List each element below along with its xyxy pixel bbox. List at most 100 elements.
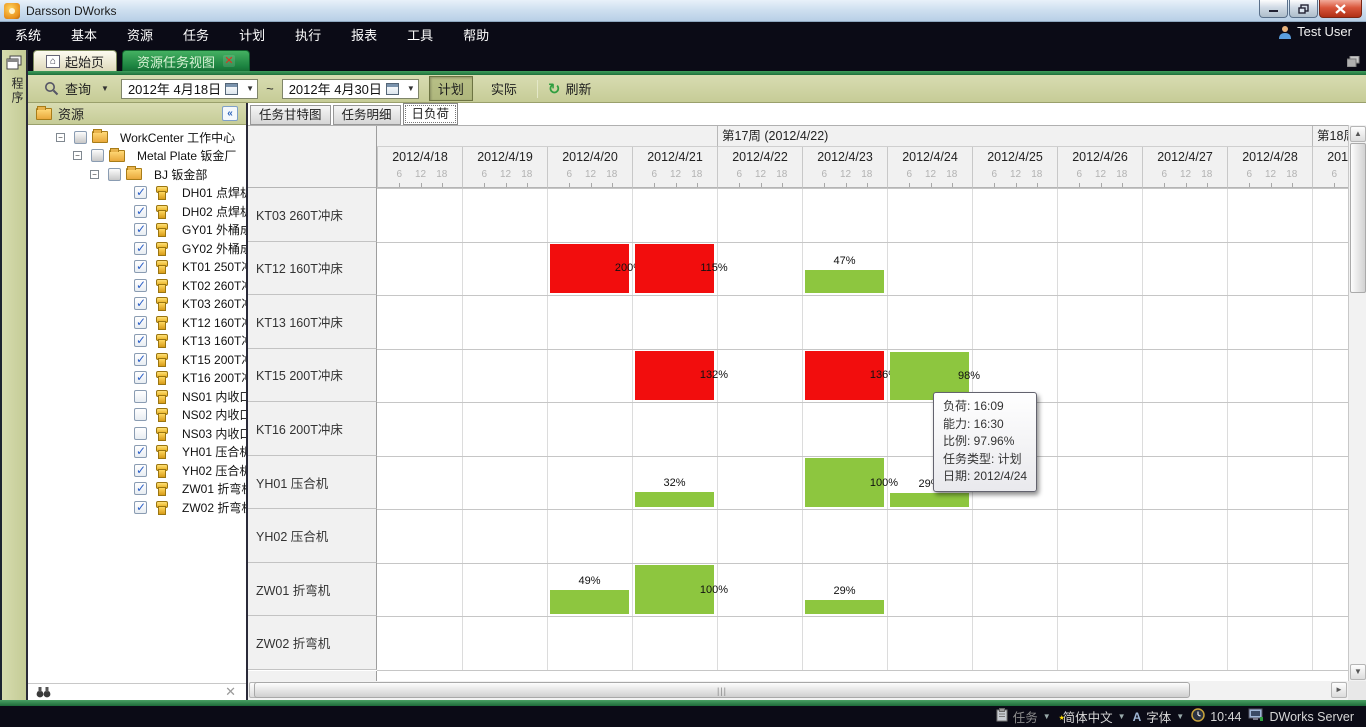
tree-checkbox[interactable] [134, 185, 147, 200]
tree-item[interactable]: KT01 250T冲床 [28, 258, 246, 277]
scroll-down-icon[interactable]: ▼ [1350, 664, 1366, 680]
view-tab-任务甘特图[interactable]: 任务甘特图 [250, 105, 331, 125]
tree-item[interactable]: − BJ 钣金部 [28, 165, 246, 184]
tree-checkbox[interactable] [91, 149, 104, 163]
plan-toggle-button[interactable]: 计划 [428, 76, 473, 101]
tree-checkbox[interactable] [134, 204, 147, 218]
tree-item[interactable]: − WorkCenter 工作中心 [28, 128, 246, 147]
date-from-picker[interactable]: 2012年 4月18日 ▼ [120, 78, 259, 99]
checkbox-icon[interactable] [134, 408, 147, 422]
checkbox-icon[interactable] [134, 481, 147, 496]
tree-checkbox[interactable] [134, 389, 147, 403]
checkbox-icon[interactable] [134, 426, 147, 440]
chevron-down-icon[interactable]: ▼ [1042, 712, 1051, 721]
checkbox-icon[interactable] [134, 352, 147, 366]
tab-resource-task-view[interactable]: 资源任务视图 ✕ [122, 50, 251, 71]
menu-item-基本[interactable]: 基本 [71, 28, 98, 43]
status-item-10:44[interactable]: 10:44 [1191, 708, 1241, 725]
status-item-DWorks Server[interactable]: DWorks Server [1248, 708, 1354, 725]
load-bar[interactable]: 132% [635, 350, 728, 401]
date-to-picker[interactable]: 2012年 4月30日 ▼ [281, 78, 419, 99]
tree-item[interactable]: KT12 160T冲床 [28, 313, 246, 332]
tree-checkbox[interactable] [108, 167, 121, 181]
checkbox-icon[interactable] [134, 241, 147, 255]
menu-item-帮助[interactable]: 帮助 [463, 28, 490, 43]
status-item-字体[interactable]: A 字体 ▼ [1133, 707, 1185, 726]
scroll-right-icon[interactable]: ► [1331, 682, 1347, 698]
checkbox-icon[interactable] [134, 296, 147, 311]
vertical-scroll-thumb[interactable] [1350, 143, 1366, 293]
tree-expander-icon[interactable]: − [90, 169, 99, 179]
tree-checkbox[interactable] [134, 259, 147, 274]
view-tab-日负荷[interactable]: 日负荷 [402, 103, 459, 125]
tree-checkbox[interactable] [134, 315, 147, 329]
checkbox-icon[interactable] [134, 389, 147, 403]
minus-icon[interactable]: − [73, 151, 82, 161]
tree-item[interactable]: DH02 点焊机 [28, 202, 246, 221]
load-bar[interactable]: 100% [805, 457, 898, 508]
restore-button[interactable] [1289, 0, 1318, 18]
load-bar[interactable]: 29% [890, 478, 969, 508]
vertical-scrollbar[interactable]: ▲ ▼ [1348, 125, 1366, 681]
checkbox-icon[interactable] [134, 259, 147, 274]
tree-item[interactable]: ZW02 折弯机 [28, 498, 246, 517]
tree-item[interactable]: GY01 外桶成型机 [28, 221, 246, 240]
tree-item[interactable]: KT15 200T冲床 [28, 350, 246, 369]
tree-item[interactable]: YH02 压合机 [28, 461, 246, 480]
tree-checkbox[interactable] [134, 463, 147, 477]
tree-checkbox[interactable] [134, 370, 147, 385]
checkbox-icon[interactable] [134, 370, 147, 385]
menu-item-计划[interactable]: 计划 [239, 28, 266, 43]
actual-toggle-button[interactable]: 实际 [490, 82, 517, 97]
chevron-down-icon[interactable]: ▼ [1117, 712, 1126, 721]
checkbox-icon[interactable] [134, 333, 147, 348]
view-tab-任务明细[interactable]: 任务明细 [332, 105, 401, 125]
load-bar[interactable]: 115% [635, 243, 728, 294]
tree-item[interactable]: KT03 260T冲床 [28, 295, 246, 314]
tree-item[interactable]: NS01 内收口机 [28, 387, 246, 406]
menu-item-系统[interactable]: 系统 [15, 28, 42, 43]
minus-icon[interactable]: − [90, 169, 99, 179]
tree-checkbox[interactable] [134, 408, 147, 422]
horizontal-scroll-thumb[interactable]: ||| [254, 682, 1190, 698]
calendar-icon[interactable] [385, 82, 399, 95]
search-binoculars-icon[interactable] [36, 686, 51, 698]
tree-expander-icon[interactable]: − [73, 151, 82, 161]
load-bar[interactable]: 136% [805, 350, 898, 401]
menu-item-工具[interactable]: 工具 [407, 28, 434, 43]
menu-item-报表[interactable]: 报表 [351, 28, 378, 43]
minimize-button[interactable] [1259, 0, 1288, 18]
checkbox-icon[interactable] [134, 204, 147, 218]
checkbox-icon[interactable] [134, 444, 147, 459]
horizontal-scrollbar[interactable]: ◄ ||| ► [248, 681, 1348, 700]
tree-checkbox[interactable] [134, 296, 147, 311]
tree-checkbox[interactable] [134, 222, 147, 237]
chevron-down-icon[interactable]: ▼ [1176, 712, 1185, 721]
close-button[interactable] [1319, 0, 1362, 18]
status-item-任务[interactable]: 任务 ▼ [996, 707, 1051, 726]
checkbox-icon[interactable] [108, 167, 121, 181]
tree-item[interactable]: KT02 260T冲床 [28, 276, 246, 295]
restore-pane-icon[interactable] [1347, 56, 1360, 67]
load-bar[interactable]: 100% [635, 564, 728, 615]
checkbox-icon[interactable] [134, 185, 147, 200]
tree-checkbox[interactable] [134, 444, 147, 459]
close-search-icon[interactable]: ✕ [225, 684, 236, 699]
refresh-button[interactable]: ↻ 刷新 [547, 80, 592, 98]
tree-item[interactable]: GY02 外桶成型机 [28, 239, 246, 258]
load-bar[interactable]: 29% [805, 585, 884, 615]
tree-item[interactable]: NS02 内收口机 [28, 406, 246, 425]
minus-icon[interactable]: − [56, 132, 65, 142]
tree-item[interactable]: KT16 200T冲床 [28, 369, 246, 388]
tree-item[interactable]: DH01 点焊机 [28, 184, 246, 203]
tree-item[interactable]: ZW01 折弯机 [28, 480, 246, 499]
checkbox-icon[interactable] [91, 149, 104, 163]
date-to-arrow[interactable]: ▼ [406, 84, 415, 93]
load-bar[interactable]: 32% [635, 477, 714, 508]
load-bar[interactable]: 49% [550, 575, 629, 615]
calendar-icon[interactable] [225, 82, 239, 95]
checkbox-icon[interactable] [74, 130, 87, 144]
search-dropdown-arrow[interactable]: ▼ [101, 84, 109, 93]
load-bar[interactable]: 47% [805, 255, 884, 294]
tree-checkbox[interactable] [134, 481, 147, 496]
